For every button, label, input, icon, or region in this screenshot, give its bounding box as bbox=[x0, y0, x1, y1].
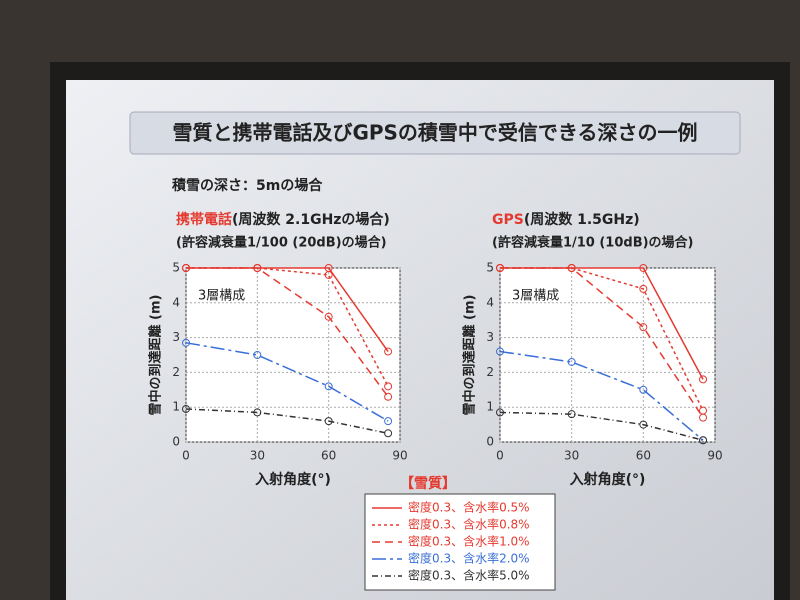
series-line bbox=[185, 342, 389, 422]
data-point bbox=[639, 385, 648, 394]
y-tick-label: 0 bbox=[172, 435, 180, 449]
series-line bbox=[500, 267, 704, 412]
x-tick-label: 90 bbox=[392, 449, 407, 463]
legend-box bbox=[364, 493, 556, 591]
legend-label: 密度0.3、含水率2.0% bbox=[408, 551, 530, 566]
data-point bbox=[253, 264, 262, 272]
series-line bbox=[186, 267, 389, 387]
data-point bbox=[384, 392, 393, 401]
title-prefix: 携帯電話 bbox=[176, 211, 232, 228]
annotation: 3層構成 bbox=[198, 289, 245, 304]
chart-subtitle: (許容減衰量1/10 (10dB)の場合) bbox=[492, 235, 693, 251]
legend: 密度0.3、含水率0.5% 密度0.3、含水率0.8% 密度0.3、含水率1.0% 密… bbox=[372, 500, 530, 583]
y-axis-label: 雪中の到達距離 (m) bbox=[462, 295, 478, 416]
title-rest: (周波数 2.1GHzの場合) bbox=[232, 211, 390, 228]
title-prefix: GPS bbox=[492, 212, 524, 228]
data-point bbox=[639, 323, 648, 332]
y-tick-label: 5 bbox=[172, 261, 180, 275]
y-tick-label: 0 bbox=[486, 435, 494, 449]
x-tick-label: 60 bbox=[321, 449, 336, 463]
chart-subtitle: (許容減衰量1/100 (20dB)の場合) bbox=[176, 235, 387, 251]
data-point bbox=[567, 410, 576, 419]
x-axis-label: 入射角度(°) bbox=[255, 471, 331, 488]
y-tick-label: 3 bbox=[172, 330, 180, 344]
slide-title: 雪質と携帯電話及びGPSの積雪中で受信できる深さの一例 bbox=[172, 121, 697, 145]
condition: 積雪の深さ：5mの場合 bbox=[171, 177, 323, 194]
data-point bbox=[567, 264, 576, 272]
data-point bbox=[639, 420, 648, 429]
data-point bbox=[253, 351, 262, 359]
data-point bbox=[384, 382, 393, 391]
x-axis-label: 入射角度(°) bbox=[570, 471, 646, 488]
y-tick-label: 4 bbox=[486, 295, 494, 309]
series-line bbox=[185, 408, 389, 435]
title-banner bbox=[129, 111, 741, 155]
series-line bbox=[500, 267, 704, 380]
data-point bbox=[324, 312, 333, 321]
data-point bbox=[496, 347, 504, 356]
y-tick-label: 1 bbox=[172, 400, 180, 414]
x-tick-label: 60 bbox=[636, 449, 651, 463]
data-point bbox=[384, 347, 393, 356]
plot-area bbox=[185, 267, 401, 443]
data-point bbox=[699, 413, 708, 422]
data-point bbox=[699, 375, 708, 384]
data-point bbox=[639, 284, 648, 293]
data-point bbox=[182, 264, 190, 272]
annotation: 3層構成 bbox=[512, 289, 559, 304]
data-point bbox=[384, 429, 393, 438]
series-line bbox=[500, 267, 704, 419]
series-line bbox=[186, 267, 389, 352]
chart-title: 携帯電話(周波数 2.1GHzの場合) bbox=[176, 211, 390, 228]
y-tick-label: 1 bbox=[486, 400, 494, 414]
data-point bbox=[699, 436, 708, 445]
title-rest: (周波数 1.5GHz) bbox=[524, 211, 640, 228]
data-point bbox=[639, 264, 648, 272]
y-tick-label: 2 bbox=[486, 365, 494, 379]
data-point bbox=[496, 408, 504, 417]
x-tick-label: 30 bbox=[564, 449, 579, 463]
series-line bbox=[499, 411, 704, 441]
y-tick-label: 5 bbox=[486, 261, 494, 275]
series-line bbox=[499, 350, 704, 441]
legend-label: 密度0.3、含水率0.8% bbox=[408, 517, 530, 532]
data-point bbox=[324, 382, 333, 391]
legend-label: 密度0.3、含水率0.5% bbox=[408, 500, 530, 515]
data-point bbox=[567, 357, 576, 366]
data-point bbox=[182, 338, 190, 347]
x-tick-label: 0 bbox=[496, 449, 504, 463]
x-tick-label: 0 bbox=[182, 449, 190, 463]
legend-label: 密度0.3、含水率1.0% bbox=[408, 534, 530, 549]
data-point bbox=[496, 264, 504, 272]
data-point bbox=[253, 408, 262, 417]
y-tick-label: 3 bbox=[486, 330, 494, 344]
data-point bbox=[324, 417, 333, 426]
x-tick-label: 30 bbox=[250, 449, 265, 463]
y-tick-label: 4 bbox=[172, 295, 180, 309]
data-point bbox=[384, 417, 393, 426]
y-tick-label: 2 bbox=[172, 365, 180, 379]
legend-title: 【雪質】 bbox=[400, 475, 456, 492]
data-point bbox=[324, 270, 333, 279]
y-axis-label: 雪中の到達距離 (m) bbox=[148, 295, 164, 416]
legend-label: 密度0.3、含水率5.0% bbox=[408, 568, 530, 583]
data-point bbox=[182, 404, 190, 413]
chart-title: GPS(周波数 1.5GHz) bbox=[492, 211, 640, 228]
x-tick-label: 90 bbox=[707, 449, 722, 463]
